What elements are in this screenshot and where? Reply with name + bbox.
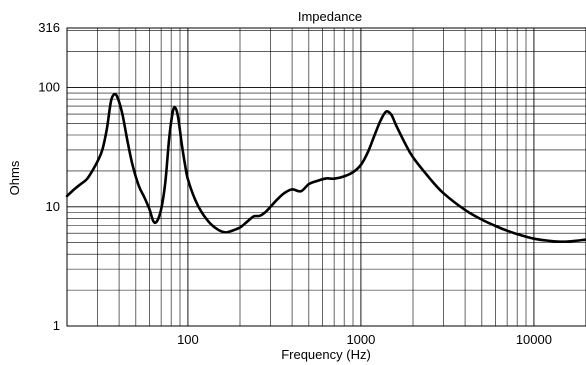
- y-tick-labels: 1 10 100 316: [38, 20, 60, 333]
- y-tick-label: 100: [38, 80, 60, 95]
- x-tick-label: 100: [177, 332, 199, 347]
- y-axis-title: Ohms: [7, 160, 22, 195]
- x-tick-label: 1000: [346, 332, 375, 347]
- y-tick-label: 316: [38, 20, 60, 35]
- plot-area-frame: [66, 27, 586, 327]
- x-axis-title: Frequency (Hz): [281, 347, 371, 362]
- grid-lines: [67, 28, 586, 326]
- x-tick-labels: 100 1000 10000: [177, 332, 552, 347]
- y-tick-label: 10: [46, 199, 60, 214]
- y-tick-label: 1: [53, 318, 60, 333]
- impedance-series-line: [65, 92, 586, 243]
- chart-title: Impedance: [298, 9, 362, 24]
- series-group: [65, 92, 586, 243]
- x-tick-label: 10000: [516, 332, 552, 347]
